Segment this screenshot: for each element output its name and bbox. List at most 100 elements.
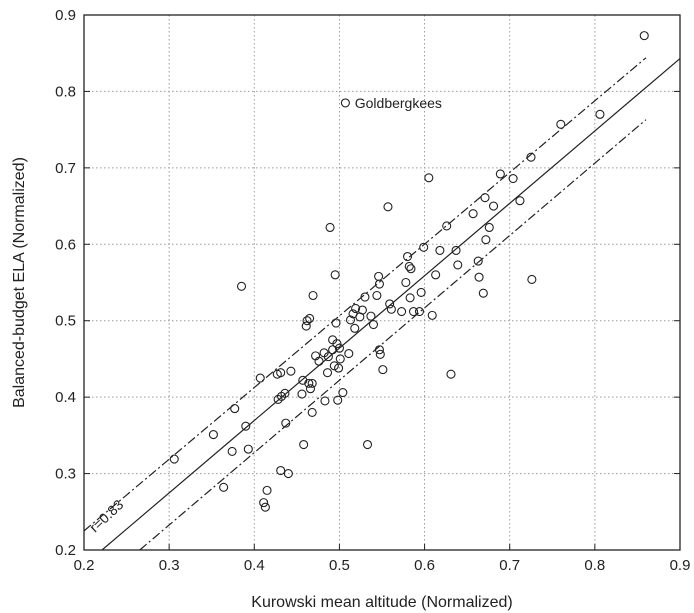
data-point — [372, 290, 382, 301]
data-point — [473, 256, 483, 266]
data-point — [297, 389, 307, 399]
data-points — [169, 31, 649, 512]
data-point — [406, 264, 416, 274]
data-point — [169, 454, 179, 464]
data-point — [556, 119, 566, 129]
data-point — [329, 361, 339, 371]
data-point — [299, 439, 309, 450]
data-point — [526, 152, 536, 162]
data-point — [480, 193, 490, 203]
data-point — [301, 321, 311, 331]
data-point — [397, 306, 407, 317]
x-tick-label: 0.6 — [414, 557, 435, 574]
data-point — [334, 363, 344, 373]
data-point — [374, 345, 384, 355]
data-point — [262, 485, 272, 495]
data-point — [331, 318, 341, 328]
data-point — [305, 384, 316, 394]
data-point — [280, 388, 290, 398]
data-point — [374, 279, 384, 289]
data-point — [208, 430, 218, 440]
data-point — [375, 349, 385, 359]
data-point — [446, 369, 456, 379]
regression-line — [101, 58, 681, 551]
data-point — [424, 173, 434, 183]
data-point — [259, 498, 269, 508]
data-point — [283, 469, 293, 479]
y-tick-labels: 0.2 0.3 0.4 0.5 0.6 0.7 0.8 0.9 — [55, 7, 76, 559]
data-point — [527, 274, 537, 284]
data-point — [325, 222, 335, 233]
data-point — [453, 260, 463, 270]
data-point — [286, 366, 296, 376]
correlation-label: r=0.83 — [86, 496, 126, 535]
data-point — [320, 396, 330, 406]
data-point — [330, 270, 340, 280]
data-point — [357, 305, 367, 315]
data-point — [305, 313, 315, 323]
y-tick-label: 0.4 — [55, 389, 76, 406]
data-point — [351, 303, 361, 314]
data-point — [401, 277, 411, 288]
data-point — [478, 288, 488, 298]
data-point — [307, 378, 317, 388]
x-tick-label: 0.9 — [670, 557, 691, 574]
data-point — [595, 109, 605, 119]
data-point — [344, 349, 354, 359]
data-point — [368, 319, 379, 330]
data-point — [442, 221, 452, 231]
data-point — [340, 98, 350, 108]
data-point — [273, 394, 283, 404]
goldbergkees-label: Goldbergkees — [355, 95, 442, 111]
data-point — [219, 482, 229, 492]
data-point — [386, 304, 396, 314]
data-point — [281, 418, 291, 428]
data-point — [302, 316, 312, 326]
data-point — [404, 261, 414, 272]
data-point — [333, 395, 343, 405]
y-tick-label: 0.5 — [55, 313, 76, 330]
data-point — [385, 299, 395, 309]
data-point — [468, 209, 478, 219]
data-point — [338, 388, 348, 398]
confidence-lower-line — [139, 119, 647, 551]
y-tick-label: 0.8 — [55, 83, 76, 100]
y-tick-label: 0.6 — [55, 236, 76, 253]
x-tick-labels: 0.2 0.3 0.4 0.5 0.6 0.7 0.8 0.9 — [74, 557, 691, 574]
y-tick-label: 0.9 — [55, 7, 76, 24]
data-point — [243, 444, 253, 454]
x-tick-label: 0.3 — [159, 557, 180, 574]
data-point — [495, 169, 505, 179]
data-point — [328, 345, 338, 355]
data-point — [481, 235, 491, 245]
y-tick-label: 0.3 — [55, 466, 76, 483]
axis-ticks — [83, 14, 681, 551]
data-point — [335, 354, 345, 364]
data-point — [307, 407, 317, 417]
x-tick-label: 0.5 — [329, 557, 350, 574]
data-point — [345, 315, 356, 325]
data-point — [435, 245, 445, 255]
x-tick-label: 0.7 — [499, 557, 520, 574]
y-tick-label: 0.7 — [55, 160, 76, 177]
data-point — [366, 311, 376, 321]
data-point — [322, 368, 333, 378]
data-point — [374, 271, 384, 281]
data-point — [276, 465, 286, 476]
data-point — [241, 421, 251, 431]
data-point — [402, 251, 413, 262]
data-point — [276, 368, 286, 378]
data-point — [474, 272, 484, 282]
data-point — [508, 174, 518, 184]
data-point — [639, 31, 649, 41]
data-point — [334, 343, 344, 353]
y-tick-label: 0.2 — [55, 542, 76, 559]
y-axis-title: Balanced-budget ELA (Normalized) — [11, 157, 28, 408]
data-point — [416, 287, 426, 297]
data-point — [414, 306, 425, 317]
x-tick-label: 0.2 — [74, 557, 95, 574]
data-point — [332, 339, 342, 349]
data-point — [350, 323, 360, 333]
data-point — [276, 391, 287, 401]
